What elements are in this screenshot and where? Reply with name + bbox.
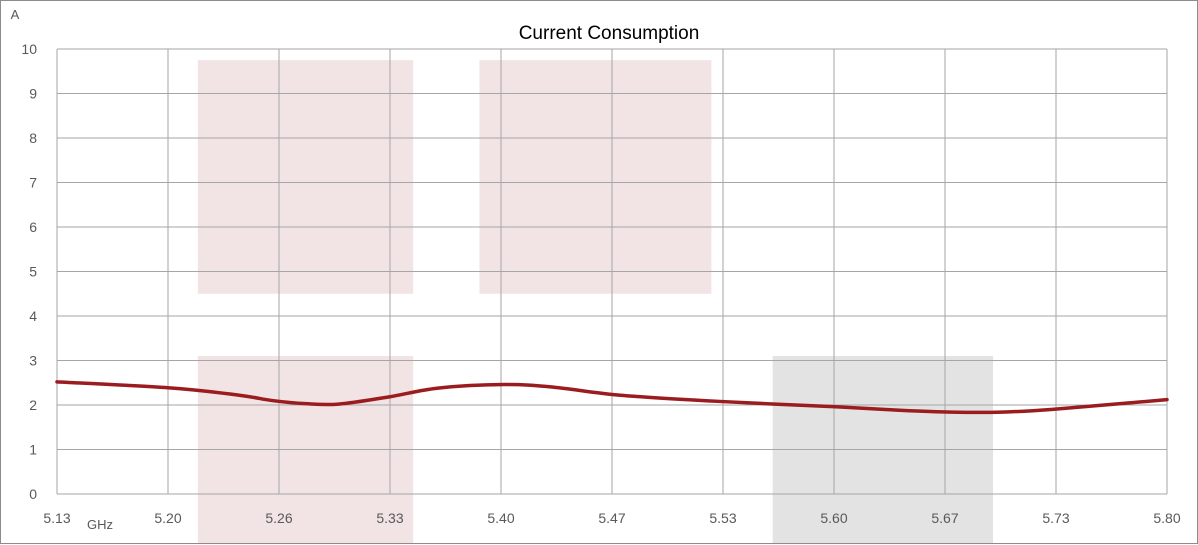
x-tick-label: 5.26 <box>265 510 292 526</box>
x-tick-label: 5.13 <box>43 510 70 526</box>
y-tick-label: 3 <box>29 353 37 369</box>
y-tick-label: 6 <box>29 219 37 235</box>
y-tick-label: 4 <box>29 308 37 324</box>
shaded-band-2 <box>479 60 712 294</box>
x-tick-label: 5.67 <box>931 510 958 526</box>
y-tick-label: 7 <box>29 175 37 191</box>
y-tick-label: 1 <box>29 442 37 458</box>
bands-layer <box>197 60 994 543</box>
x-tick-label: 5.40 <box>487 510 514 526</box>
x-tick-label: 5.47 <box>598 510 625 526</box>
x-tick-label: 5.33 <box>376 510 403 526</box>
x-tick-label: 5.60 <box>820 510 847 526</box>
y-axis-unit-label: A <box>11 7 20 22</box>
chart-title: Current Consumption <box>519 23 700 44</box>
y-tick-label: 0 <box>29 486 37 502</box>
grid-layer <box>56 48 1168 495</box>
x-tick-label: 5.80 <box>1153 510 1180 526</box>
x-tick-label: 5.73 <box>1042 510 1069 526</box>
series-line-0 <box>55 380 1169 415</box>
y-tick-label: 2 <box>29 397 37 413</box>
x-axis-unit-label: GHz <box>87 517 113 532</box>
y-tick-label: 10 <box>21 41 37 57</box>
y-tick-label: 9 <box>29 86 37 102</box>
y-tick-label: 5 <box>29 264 37 280</box>
labels-layer: Current Consumption A GHz 0 1 2 3 4 5 6 7 8 9 10 5.… <box>11 7 1181 532</box>
x-tick-label: 5.53 <box>709 510 736 526</box>
y-tick-label: 8 <box>29 130 37 146</box>
shaded-band-0 <box>197 60 414 294</box>
x-tick-label: 5.20 <box>154 510 181 526</box>
series-layer <box>55 380 1169 415</box>
